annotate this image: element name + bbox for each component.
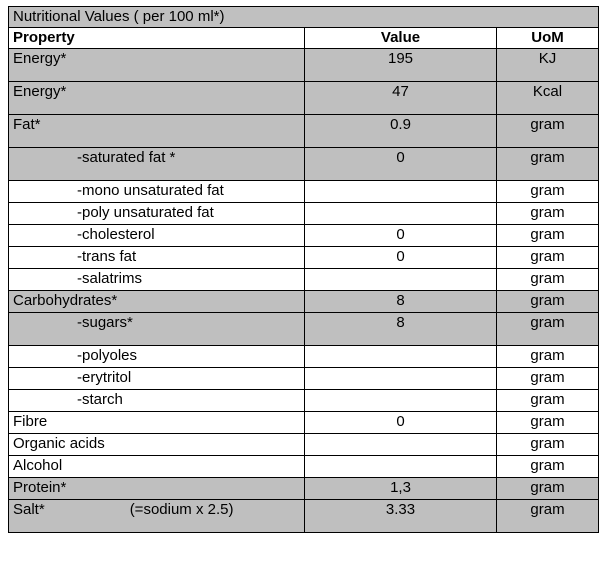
row-uom: gram <box>495 389 600 412</box>
row-uom: gram <box>495 477 600 500</box>
row-property-label: Salt* <box>13 501 45 518</box>
row-property: -trans fat <box>8 246 305 269</box>
row-value <box>304 455 497 478</box>
table-row: -saturated fat * 0 gram <box>8 147 600 181</box>
row-uom: gram <box>495 224 600 247</box>
row-property: -mono unsaturated fat <box>8 180 305 203</box>
row-value: 0 <box>304 246 497 269</box>
row-property-label: -trans fat <box>77 248 137 265</box>
header-uom: UoM <box>495 27 600 49</box>
row-value: 47 <box>304 81 497 115</box>
row-value: 1,3 <box>304 477 497 500</box>
row-property: -cholesterol <box>8 224 305 247</box>
table-row: Salt* (=sodium x 2.5) 3.33 gram <box>8 499 600 533</box>
row-uom: gram <box>495 202 600 225</box>
table-row: Carbohydrates* 8 gram <box>8 290 600 313</box>
row-property: Protein* <box>8 477 305 500</box>
table-row: -sugars* 8 gram <box>8 312 600 346</box>
row-value <box>304 180 497 203</box>
nutrition-table-container: Nutritional Values ( per 100 ml*) Proper… <box>7 6 600 533</box>
table-title-row: Nutritional Values ( per 100 ml*) <box>7 6 600 28</box>
row-property: -salatrims <box>8 268 305 291</box>
table-row: -polyoles gram <box>8 345 600 368</box>
row-value <box>304 202 497 225</box>
table-row: -salatrims gram <box>8 268 600 291</box>
table-row: -poly unsaturated fat gram <box>8 202 600 225</box>
row-property-label: -sugars* <box>77 314 133 331</box>
table-row: Energy* 195 KJ <box>8 48 600 82</box>
row-uom: gram <box>495 367 600 390</box>
row-property: Fibre <box>8 411 305 434</box>
table-row: -trans fat 0 gram <box>8 246 600 269</box>
row-uom: gram <box>495 411 600 434</box>
row-property: -erytritol <box>8 367 305 390</box>
row-uom: Kcal <box>495 81 600 115</box>
row-property-label: -polyoles <box>77 347 138 364</box>
row-value <box>304 367 497 390</box>
row-value: 0 <box>304 411 497 434</box>
row-property: Carbohydrates* <box>8 290 305 313</box>
row-value <box>304 389 497 412</box>
row-property-label: -saturated fat * <box>77 149 176 166</box>
row-property: -sugars* <box>8 312 305 346</box>
row-property: Alcohol <box>8 455 305 478</box>
row-property-note: (=sodium x 2.5) <box>129 501 234 518</box>
header-property: Property <box>8 27 305 49</box>
nutrition-table: Nutritional Values ( per 100 ml*) Proper… <box>7 6 600 533</box>
row-value: 195 <box>304 48 497 82</box>
row-value <box>304 268 497 291</box>
table-row: Fat* 0.9 gram <box>8 114 600 148</box>
table-row: -mono unsaturated fat gram <box>8 180 600 203</box>
row-property-label: -salatrims <box>77 270 143 287</box>
row-property: Energy* <box>8 48 305 82</box>
row-property-label: -starch <box>77 391 123 408</box>
table-row: -cholesterol 0 gram <box>8 224 600 247</box>
header-value: Value <box>304 27 497 49</box>
row-property-label: -mono unsaturated fat <box>77 182 224 199</box>
table-row: Fibre 0 gram <box>8 411 600 434</box>
table-row: Alcohol gram <box>8 455 600 478</box>
table-title: Nutritional Values ( per 100 ml*) <box>7 6 600 28</box>
row-uom: gram <box>495 147 600 181</box>
row-property: -polyoles <box>8 345 305 368</box>
row-value: 0 <box>304 224 497 247</box>
row-uom: gram <box>495 290 600 313</box>
row-value <box>304 345 497 368</box>
row-uom: gram <box>495 433 600 456</box>
row-property: Organic acids <box>8 433 305 456</box>
row-value: 8 <box>304 312 497 346</box>
row-uom: gram <box>495 268 600 291</box>
row-uom: gram <box>495 312 600 346</box>
row-property: Energy* <box>8 81 305 115</box>
row-property: -poly unsaturated fat <box>8 202 305 225</box>
row-property-label: -erytritol <box>77 369 132 386</box>
row-uom: gram <box>495 180 600 203</box>
row-value: 0 <box>304 147 497 181</box>
row-value <box>304 433 497 456</box>
row-value: 8 <box>304 290 497 313</box>
table-header-row: Property Value UoM <box>8 27 600 49</box>
table-row: Energy* 47 Kcal <box>8 81 600 115</box>
row-property: Fat* <box>8 114 305 148</box>
row-uom: gram <box>495 499 600 533</box>
table-row: -erytritol gram <box>8 367 600 390</box>
row-value: 3.33 <box>304 499 497 533</box>
row-uom: gram <box>495 455 600 478</box>
row-uom: gram <box>495 114 600 148</box>
row-uom: gram <box>495 246 600 269</box>
row-uom: gram <box>495 345 600 368</box>
table-row: Organic acids gram <box>8 433 600 456</box>
table-row: -starch gram <box>8 389 600 412</box>
row-property-label: -poly unsaturated fat <box>77 204 214 221</box>
row-property: Salt* (=sodium x 2.5) <box>8 499 305 533</box>
row-property: -saturated fat * <box>8 147 305 181</box>
table-row: Protein* 1,3 gram <box>8 477 600 500</box>
row-uom: KJ <box>495 48 600 82</box>
row-property: -starch <box>8 389 305 412</box>
row-value: 0.9 <box>304 114 497 148</box>
row-property-label: -cholesterol <box>77 226 155 243</box>
